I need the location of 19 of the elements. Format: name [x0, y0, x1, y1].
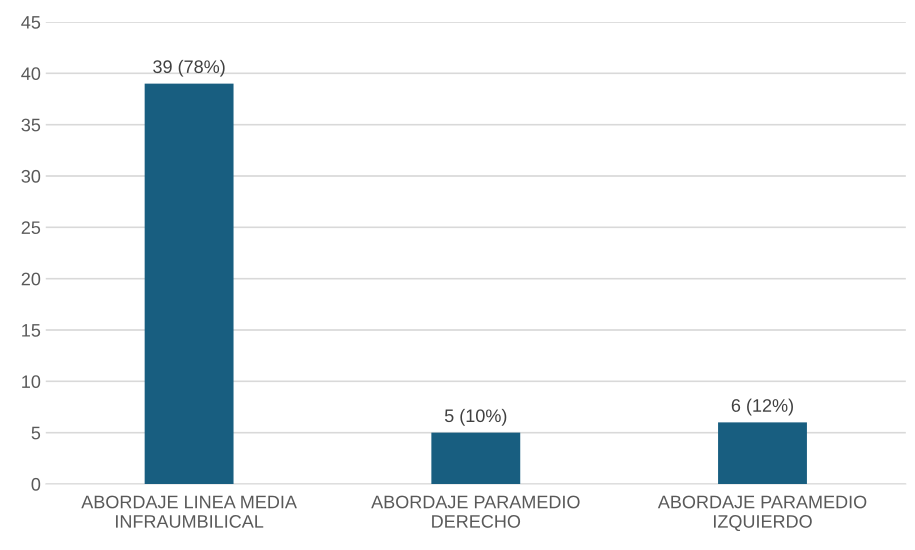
x-tick-label: ABORDAJE LINEA MEDIA INFRAUMBILICAL: [81, 496, 297, 528]
bar: [718, 422, 807, 484]
y-tick-label: 15: [22, 324, 40, 337]
y-tick-label: 5: [32, 426, 40, 440]
y-tick-label: 20: [22, 272, 40, 286]
data-label: 39 (78%): [153, 60, 225, 77]
y-tick-label: 35: [21, 118, 40, 132]
y-tick-label: 30: [21, 170, 40, 183]
y-tick-label: 0: [32, 478, 40, 491]
bar: [431, 432, 520, 484]
data-label: 5 (10%): [444, 408, 506, 426]
data-label: 6 (12%): [732, 398, 793, 416]
y-tick-label: 45: [21, 16, 40, 29]
bar: [144, 84, 234, 484]
y-tick-label: 40: [21, 67, 40, 80]
x-tick-label: ABORDAJE PARAMEDIO IZQUIERDO: [658, 496, 866, 532]
x-tick-label: ABORDAJE PARAMEDIO DERECHO: [371, 496, 580, 528]
y-tick-label: 10: [22, 375, 40, 388]
y-tick-label: 25: [22, 221, 40, 234]
